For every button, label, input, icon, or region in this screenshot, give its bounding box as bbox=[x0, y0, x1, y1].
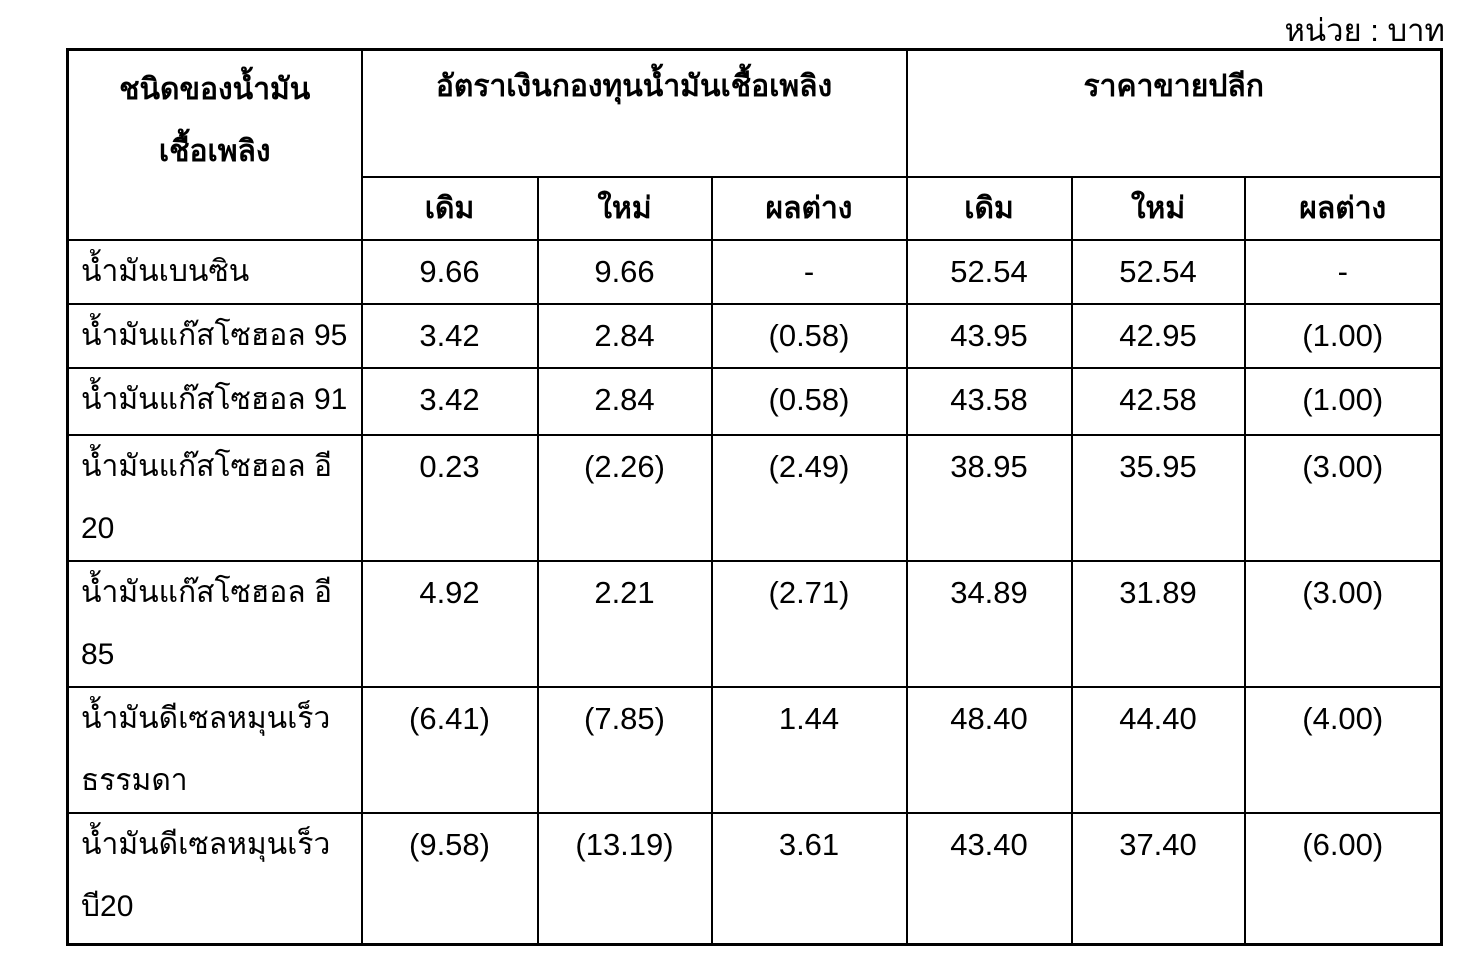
fund-diff-value: (0.58) bbox=[710, 302, 908, 369]
retail-new-header: ใหม่ bbox=[1070, 175, 1246, 241]
retail-old-header: เดิม bbox=[905, 175, 1073, 241]
fund-new-header: ใหม่ bbox=[536, 175, 713, 241]
retail-new-value: 31.89 bbox=[1070, 559, 1246, 688]
fuel-name-line1: น้ำมันแก๊สโซฮอล อี bbox=[81, 575, 332, 609]
retail-old-value: 38.95 bbox=[905, 433, 1073, 562]
fund-diff-value: (2.71) bbox=[710, 559, 908, 688]
table-row: น้ำมันเบนซิน 9.66 9.66-52.54 52.54- bbox=[66, 238, 1443, 305]
fund-new-value: 9.66 bbox=[536, 238, 713, 305]
retail-new-value: 52.54 bbox=[1070, 238, 1246, 305]
fund-new-value: 2.84 bbox=[536, 302, 713, 369]
retail-new-value: 44.40 bbox=[1070, 685, 1246, 814]
fuel-name-cell: น้ำมันแก๊สโซฮอล อี 20 bbox=[66, 433, 363, 562]
table-row: น้ำมันแก๊สโซฮอล อี 85 4.92 2.21 (2.71) 34.89 3… bbox=[66, 559, 1443, 688]
fuel-type-header-line1: ชนิดของน้ำมัน bbox=[119, 73, 311, 106]
group-header-row: ชนิดของน้ำมัน เชื้อเพลิง อัตราเงินกองทุน… bbox=[66, 48, 1443, 241]
retail-old-value: 43.58 bbox=[905, 366, 1073, 436]
retail-old-value: 43.40 bbox=[905, 811, 1073, 946]
fuel-type-header: ชนิดของน้ำมัน เชื้อเพลิง bbox=[66, 48, 363, 241]
fund-old-value: 0.23 bbox=[360, 433, 539, 562]
fuel-name-cell: น้ำมันดีเซลหมุนเร็วบี20 bbox=[66, 811, 363, 946]
fund-new-value: (2.26) bbox=[536, 433, 713, 562]
retail-diff-value: (1.00) bbox=[1243, 366, 1443, 436]
fuel-name-cell: น้ำมันเบนซิน bbox=[66, 238, 363, 305]
retail-new-value: 37.40 bbox=[1070, 811, 1246, 946]
fund-diff-value: 3.61 bbox=[710, 811, 908, 946]
fund-diff-value: 1.44 bbox=[710, 685, 908, 814]
fund-rate-group-header: อัตราเงินกองทุนน้ำมันเชื้อเพลิง bbox=[360, 48, 908, 178]
fuel-name-line1: น้ำมันแก๊สโซฮอล อี bbox=[81, 449, 332, 483]
table-body: น้ำมันเบนซิน 9.66 9.66-52.54 52.54- น้ำมันแก… bbox=[66, 238, 1443, 946]
fuel-name-line2: ธรรมดา bbox=[81, 763, 188, 797]
fund-new-value: 2.84 bbox=[536, 366, 713, 436]
fund-diff-header: ผลต่าง bbox=[710, 175, 908, 241]
fuel-name-line1: น้ำมันดีเซลหมุนเร็ว bbox=[81, 701, 331, 735]
fuel-name-line1: น้ำมันแก๊สโซฮอล 95 bbox=[81, 318, 348, 352]
retail-diff-value: (3.00) bbox=[1243, 559, 1443, 688]
fuel-price-table: ชนิดของน้ำมัน เชื้อเพลิง อัตราเงินกองทุน… bbox=[66, 48, 1443, 946]
fund-old-value: 3.42 bbox=[360, 366, 539, 436]
retail-price-group-header: ราคาขายปลีก bbox=[905, 48, 1443, 178]
fuel-name-cell: น้ำมันแก๊สโซฮอล อี 85 bbox=[66, 559, 363, 688]
retail-new-value: 42.58 bbox=[1070, 366, 1246, 436]
retail-new-value: 35.95 bbox=[1070, 433, 1246, 562]
sub-header-row: เดิม ใหม่ ผลต่าง เดิม ใหม่ ผลต่าง bbox=[68, 175, 1443, 241]
fund-old-value: 3.42 bbox=[360, 302, 539, 369]
table-row: น้ำมันแก๊สโซฮอล 91 3.42 2.84 (0.58) 43.58 42.… bbox=[66, 366, 1443, 436]
fuel-name-cell: น้ำมันดีเซลหมุนเร็วธรรมดา bbox=[66, 685, 363, 814]
retail-diff-value: (3.00) bbox=[1243, 433, 1443, 562]
retail-diff-value: (1.00) bbox=[1243, 302, 1443, 369]
retail-old-value: 48.40 bbox=[905, 685, 1073, 814]
fund-new-value: (7.85) bbox=[536, 685, 713, 814]
fund-new-value: 2.21 bbox=[536, 559, 713, 688]
retail-diff-header: ผลต่าง bbox=[1243, 175, 1443, 241]
fuel-name-line2: บี20 bbox=[81, 889, 134, 923]
fund-old-value: 4.92 bbox=[360, 559, 539, 688]
fuel-name-line1: น้ำมันดีเซลหมุนเร็ว bbox=[81, 827, 331, 861]
retail-diff-value: - bbox=[1243, 238, 1443, 305]
unit-label: หน่วย : บาท bbox=[1284, 13, 1445, 48]
fuel-name-line1: น้ำมันเบนซิน bbox=[81, 254, 250, 288]
fund-old-header: เดิม bbox=[360, 175, 539, 241]
fund-diff-value: (2.49) bbox=[710, 433, 908, 562]
fund-old-value: (9.58) bbox=[360, 811, 539, 946]
table-row: น้ำมันดีเซลหมุนเร็ว ธรรมดา (6.41) (7.85) 1.4… bbox=[66, 685, 1443, 814]
retail-diff-value: (6.00) bbox=[1243, 811, 1443, 946]
retail-diff-value: (4.00) bbox=[1243, 685, 1443, 814]
table-row: น้ำมันแก๊สโซฮอล อี 20 0.23 (2.26) (2.49) 38.9… bbox=[66, 433, 1443, 562]
retail-new-value: 42.95 bbox=[1070, 302, 1246, 369]
fuel-name-cell: น้ำมันแก๊สโซฮอล 95 bbox=[66, 302, 363, 369]
table-row: น้ำมันแก๊สโซฮอล 95 3.42 2.84 (0.58) 43.95 42.… bbox=[66, 302, 1443, 369]
fuel-name-cell: น้ำมันแก๊สโซฮอล 91 bbox=[66, 366, 363, 436]
retail-old-value: 52.54 bbox=[905, 238, 1073, 305]
fund-diff-value: (0.58) bbox=[710, 366, 908, 436]
fuel-name-line2: 20 bbox=[81, 511, 115, 545]
fuel-name-line1: น้ำมันแก๊สโซฮอล 91 bbox=[81, 382, 348, 416]
retail-old-value: 34.89 bbox=[905, 559, 1073, 688]
retail-old-value: 43.95 bbox=[905, 302, 1073, 369]
table-row: น้ำมันดีเซลหมุนเร็ว บี20 (9.58) (13.19) 3.61… bbox=[66, 811, 1443, 946]
fuel-name-line2: 85 bbox=[81, 637, 115, 671]
fuel-type-header-line2: เชื้อเพลิง bbox=[158, 135, 271, 168]
fund-old-value: 9.66 bbox=[360, 238, 539, 305]
fund-old-value: (6.41) bbox=[360, 685, 539, 814]
fund-new-value: (13.19) bbox=[536, 811, 713, 946]
fund-diff-value: - bbox=[710, 238, 908, 305]
